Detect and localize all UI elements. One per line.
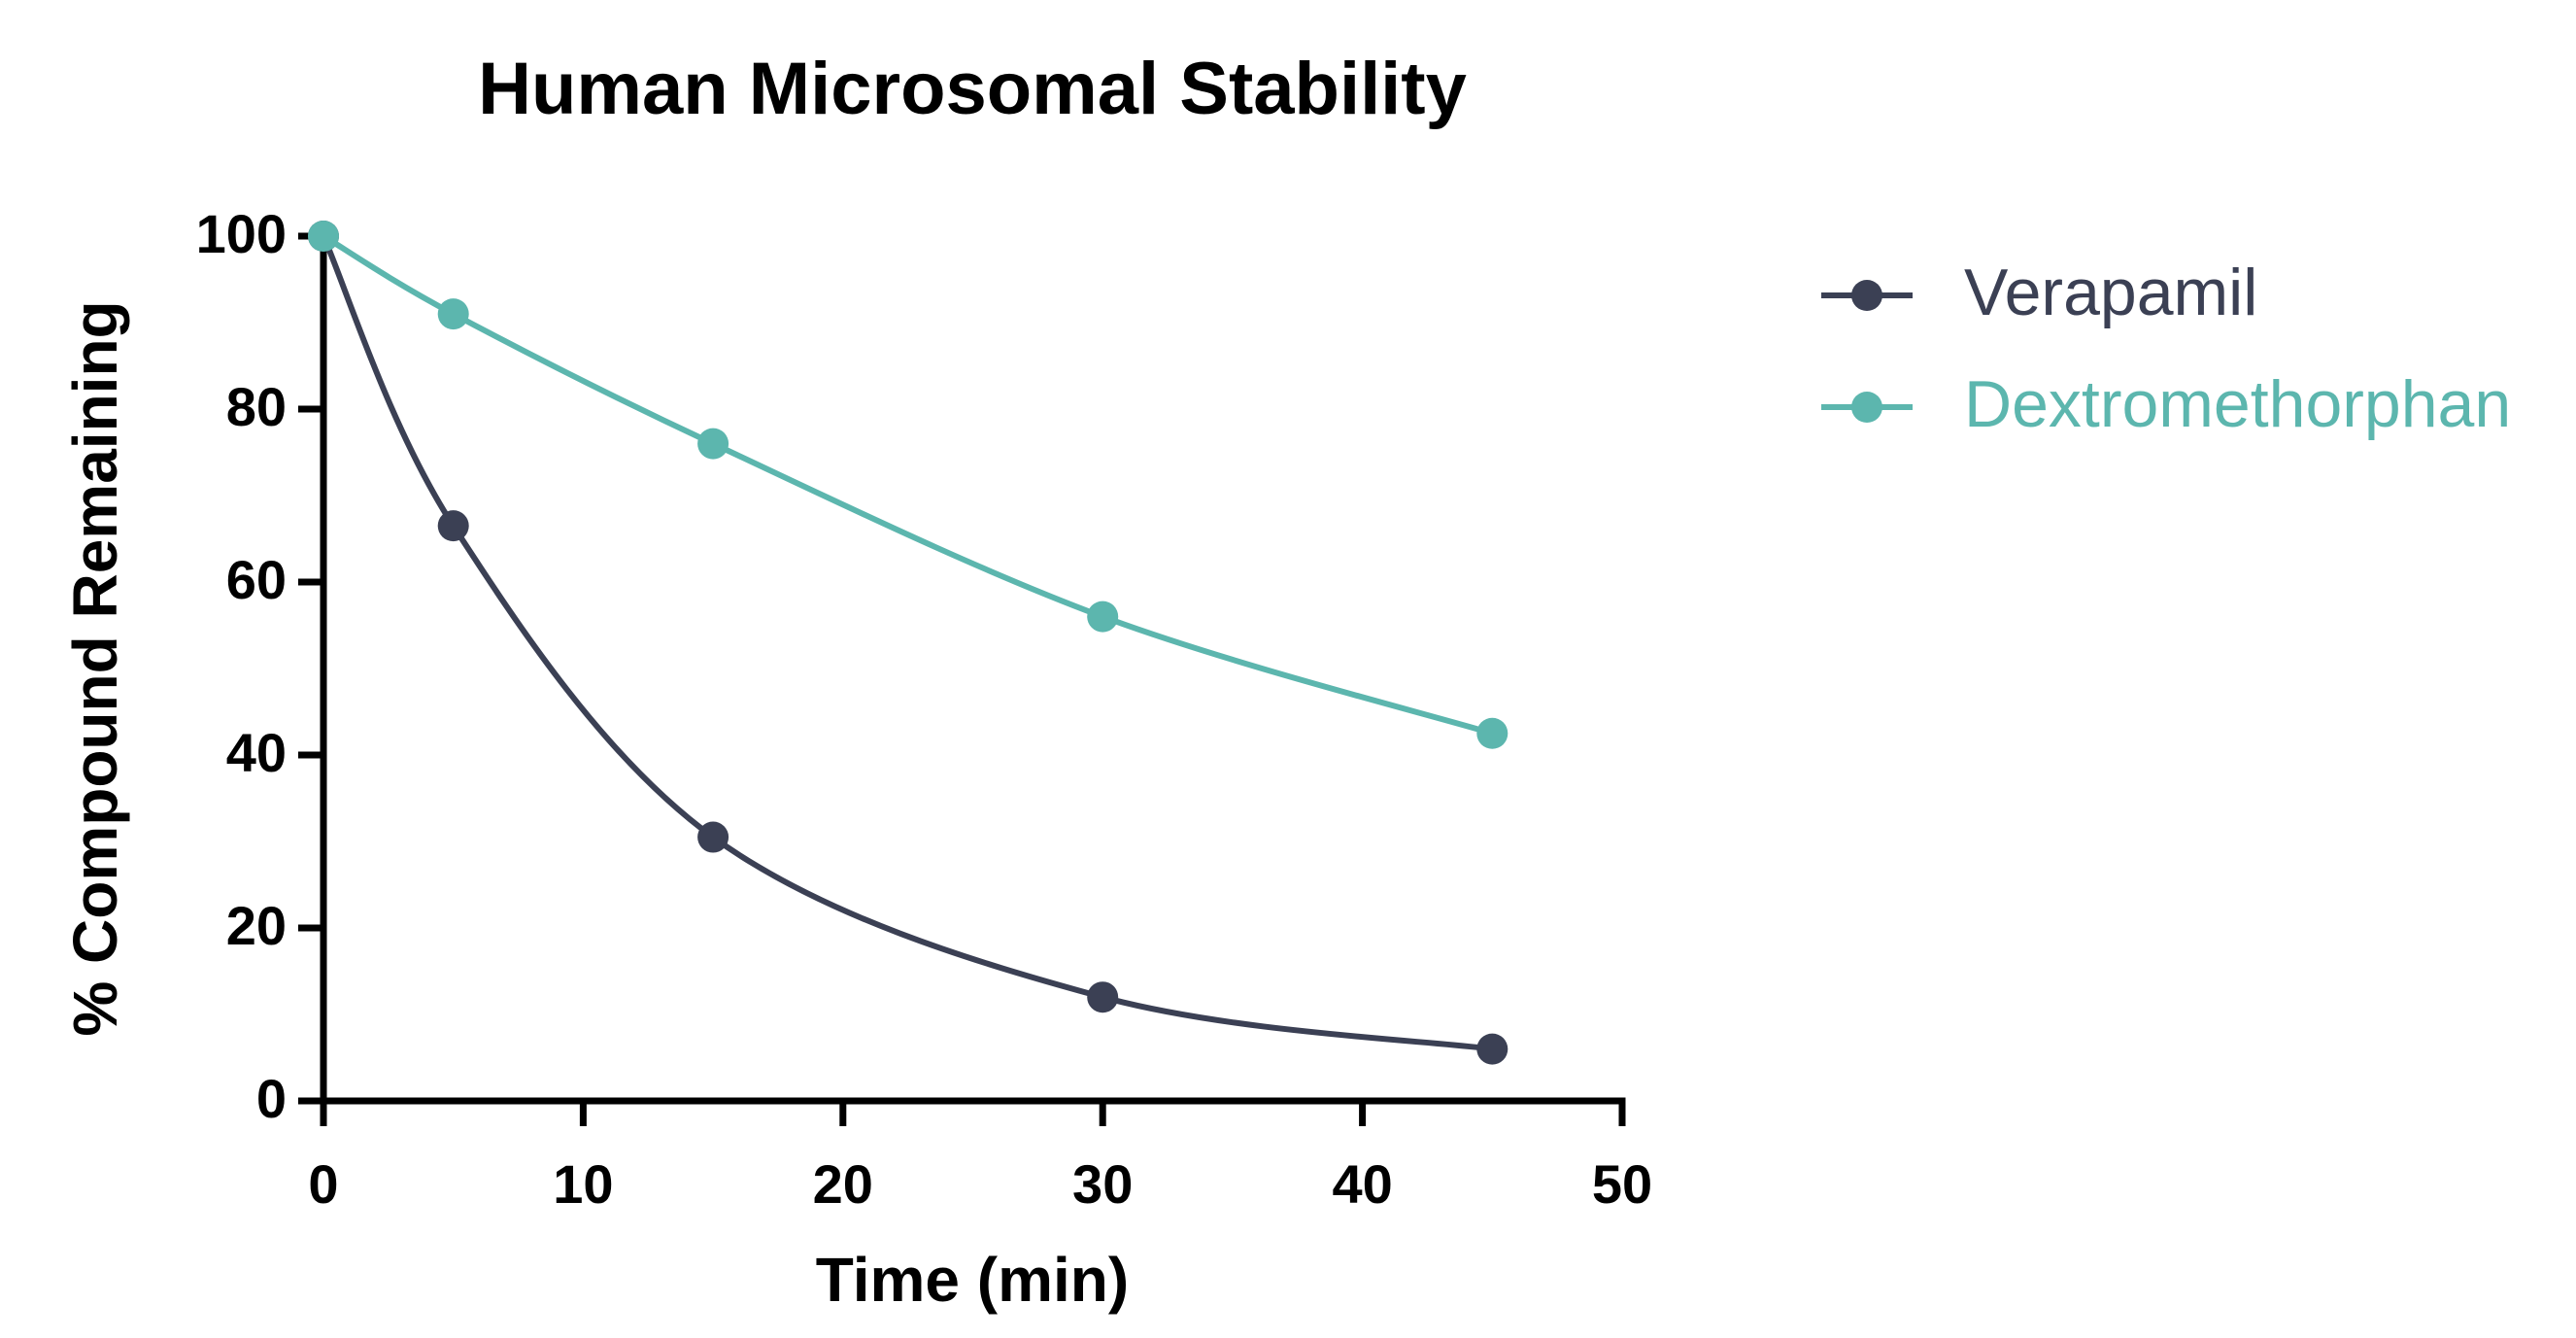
series-line [321, 234, 1493, 1052]
legend-label: Dextromethorphan [1964, 367, 2511, 441]
data-point [1476, 1033, 1508, 1065]
data-point [1476, 717, 1508, 749]
x-tick-label: 50 [1592, 1153, 1652, 1215]
data-point [1087, 981, 1119, 1013]
legend-marker [1851, 280, 1882, 311]
y-tick-label: 100 [196, 203, 287, 264]
y-axis-label: % Compound Remaining [60, 300, 130, 1036]
y-tick-label: 80 [226, 376, 287, 437]
x-tick-label: 0 [308, 1153, 338, 1215]
x-tick-label: 40 [1332, 1153, 1392, 1215]
legend-marker [1851, 392, 1882, 423]
data-point [437, 510, 469, 542]
data-point [697, 821, 729, 853]
data-point [437, 298, 469, 330]
y-tick-label: 40 [226, 722, 287, 783]
y-tick-label: 0 [256, 1068, 287, 1129]
x-axis-label: Time (min) [816, 1245, 1129, 1315]
x-tick-label: 20 [813, 1153, 873, 1215]
x-tick-label: 30 [1072, 1153, 1133, 1215]
series-line [322, 233, 1494, 737]
y-tick-label: 60 [226, 549, 287, 610]
data-point [1087, 600, 1119, 633]
data-point [697, 428, 729, 460]
legend-label: Verapamil [1964, 256, 2257, 329]
y-tick-label: 20 [226, 895, 287, 956]
x-tick-label: 10 [553, 1153, 613, 1215]
chart-title: Human Microsomal Stability [478, 48, 1467, 130]
data-point [308, 221, 339, 252]
